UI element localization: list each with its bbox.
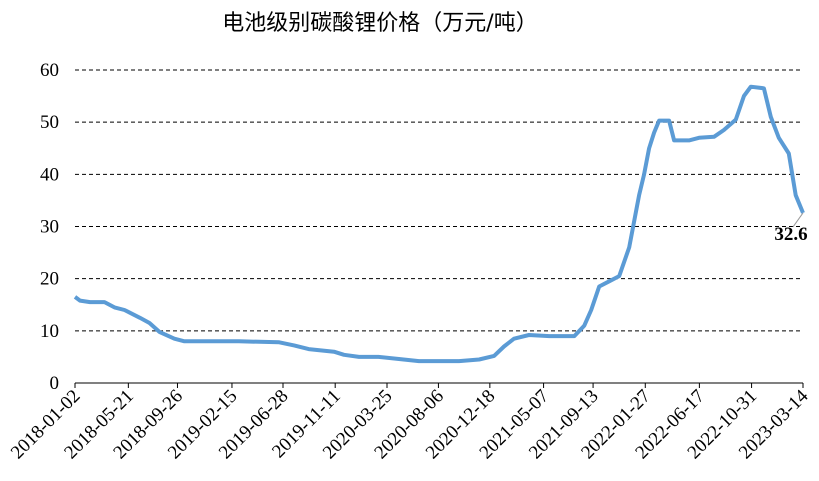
y-tick-label: 20 <box>40 269 59 290</box>
y-tick-label: 30 <box>40 217 59 238</box>
price-line <box>73 84 805 364</box>
y-tick-label: 50 <box>40 112 59 133</box>
y-tick-label: 10 <box>40 321 59 342</box>
chart-title: 电池级别碳酸锂价格（万元/吨） <box>222 11 537 36</box>
y-tick-label: 40 <box>40 164 59 185</box>
data-label: 32.6 <box>774 224 807 245</box>
y-tick-label: 0 <box>50 373 60 394</box>
label-leader <box>792 212 804 228</box>
y-tick-label: 60 <box>40 60 59 81</box>
